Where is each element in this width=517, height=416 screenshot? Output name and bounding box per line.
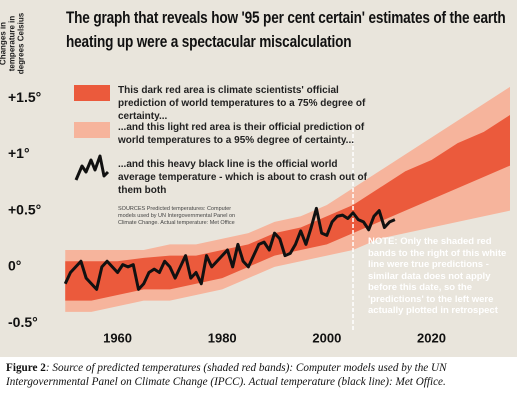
legend-label: ...and this light red area is their offi…: [118, 122, 365, 146]
annotation: NOTE: Only the shaded red bands to the r…: [368, 236, 507, 316]
legend-swatch: [74, 154, 110, 181]
chart-title: The graph that reveals how '95 per cent …: [66, 8, 506, 51]
temperature-line: [63, 206, 396, 291]
x-tick-label: 1960: [103, 330, 132, 345]
y-tick-label: -0.5°: [8, 314, 38, 330]
y-tick-label: 0°: [8, 258, 21, 274]
legend-label: This dark red area is climate scientists…: [118, 85, 366, 122]
legend-swatch: [74, 85, 110, 101]
legend-label: ...and this heavy black line is the offi…: [118, 159, 367, 196]
x-tick-label: 1980: [208, 330, 237, 345]
y-axis-label: Changes in temperature in degrees Celsiu…: [0, 12, 26, 75]
y-tick-label: +1.5°: [8, 89, 41, 105]
y-tick-label: +1°: [8, 145, 30, 161]
confidence-band: [65, 115, 511, 301]
caption-label: Figure 2: [6, 362, 46, 374]
caption: Figure 2: Source of predicted temperatur…: [6, 361, 511, 389]
chart: +1.5° +1° +0.5° 0° -0.5° 1960 1980 2000 2020: [0, 0, 517, 357]
x-tick-label: 2020: [417, 330, 446, 345]
sources: SOURCES Predicted temperatures: Computer…: [118, 206, 236, 226]
caption-text: : Source of predicted temperatures (shad…: [6, 362, 447, 388]
y-tick-label: +0.5°: [8, 201, 41, 217]
x-tick-label: 2000: [312, 330, 341, 345]
legend-swatch: [74, 122, 110, 138]
